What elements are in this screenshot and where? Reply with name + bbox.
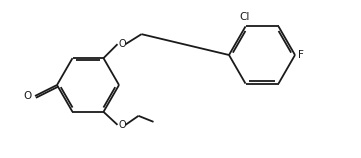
Text: O: O — [118, 39, 126, 49]
Text: O: O — [24, 91, 32, 101]
Text: F: F — [298, 50, 304, 60]
Text: O: O — [118, 120, 126, 130]
Text: Cl: Cl — [239, 12, 250, 22]
